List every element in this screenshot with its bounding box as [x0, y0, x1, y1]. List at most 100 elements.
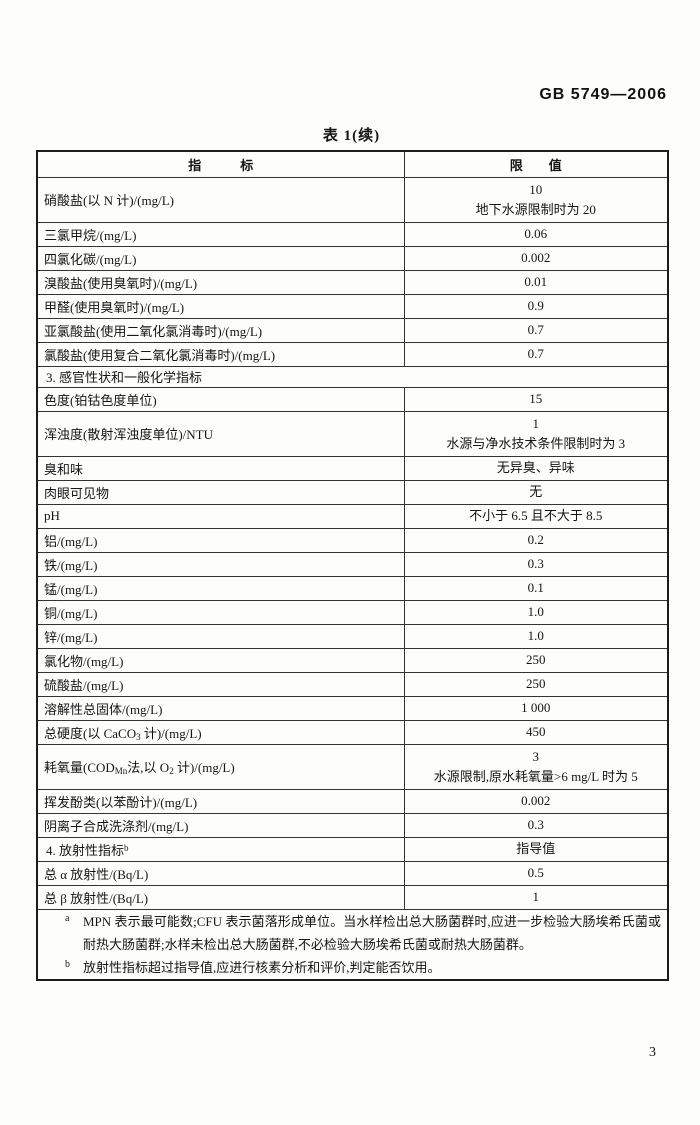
indicator-text: 法,以 O: [127, 760, 170, 775]
limit-cell: 无异臭、异味: [403, 455, 669, 481]
limit-cell: 0.1: [403, 575, 669, 601]
indicator-cell: 臭和味: [36, 455, 405, 481]
indicator-cell: 总硬度(以 CaCO3 计)/(mg/L): [36, 719, 405, 745]
limit-cell: 0.002: [403, 788, 669, 814]
indicator-text: 3: [136, 731, 141, 742]
limit-line: 水源限制,原水耗氧量>6 mg/L 时为 5: [433, 768, 638, 784]
table-row: 硝酸盐(以 N 计)/(mg/L) 10 地下水源限制时为 20: [36, 176, 669, 223]
table-row: 铝/(mg/L) 0.2: [36, 527, 669, 553]
limit-line: 0.002: [521, 250, 551, 265]
indicator-text: 计)/(mg/L): [140, 725, 202, 741]
footnote-marker: a: [65, 912, 70, 924]
limit-line: 1: [532, 889, 540, 904]
indicator-text: 臭和味: [44, 461, 84, 477]
indicator-text: 总硬度(以 CaCO: [44, 725, 137, 741]
limit-line: 15: [529, 391, 543, 406]
table-row: 溶解性总固体/(mg/L) 1 000: [36, 695, 669, 721]
indicator-cell: 铁/(mg/L): [36, 551, 405, 577]
limit-line: 无: [529, 484, 543, 499]
indicator-cell: 铝/(mg/L): [36, 527, 405, 553]
table-row: 铁/(mg/L) 0.3: [36, 551, 669, 577]
indicator-text: 氯化物/(mg/L): [44, 653, 124, 669]
footnote-marker: b: [65, 958, 70, 970]
standard-code: GB 5749—2006: [539, 86, 667, 103]
limit-cell: 0.7: [403, 341, 669, 367]
indicator-cell: 四氯化碳/(mg/L): [36, 245, 405, 271]
indicator-text: 3. 感官性状和一般化学指标: [46, 370, 203, 385]
column-header-indicator: 指 标: [36, 150, 405, 178]
limit-cell: 450: [403, 719, 669, 745]
indicator-text: 色度(铂钴色度单位): [44, 392, 157, 408]
indicator-cell: 氯化物/(mg/L): [36, 647, 405, 673]
limit-cell: 0.5: [403, 860, 669, 886]
indicator-text: 耗氧量(COD: [44, 760, 115, 775]
limit-cell: 0.9: [403, 293, 669, 319]
limit-cell: 3 水源限制,原水耗氧量>6 mg/L 时为 5: [403, 743, 669, 790]
limit-line: 0.7: [527, 346, 544, 361]
limit-cell: 250: [403, 647, 669, 673]
table-row: 肉眼可见物 无: [36, 479, 669, 505]
indicator-text: 铝/(mg/L): [44, 533, 98, 549]
indicator-text: 浑浊度(散射浑浊度单位)/NTU: [44, 427, 213, 442]
indicator-cell: 亚氯酸盐(使用二氧化氯消毒时)/(mg/L): [36, 317, 405, 343]
limit-line: 1: [532, 415, 540, 431]
footnotes-cell: a MPN 表示最可能数;CFU 表示菌落形成单位。当水样检出总大肠菌群时,应进一…: [36, 908, 669, 980]
indicator-text: 溶解性总固体/(mg/L): [44, 701, 163, 717]
limit-line: 地下水源限制时为 20: [475, 201, 596, 217]
limit-cell: 1: [403, 884, 669, 910]
indicator-cell: 锌/(mg/L): [36, 623, 405, 649]
limit-cell: 250: [403, 671, 669, 697]
limit-line: 1 000: [521, 700, 551, 715]
table-row: 挥发酚类(以苯酚计)/(mg/L) 0.002: [36, 788, 669, 814]
indicator-cell: 硫酸盐/(mg/L): [36, 671, 405, 697]
limit-line: 不小于 6.5 且不大于 8.5: [469, 508, 603, 523]
limit-line: 0.9: [527, 298, 544, 313]
indicator-text: 溴酸盐(使用臭氧时)/(mg/L): [44, 275, 198, 291]
table-row: 溴酸盐(使用臭氧时)/(mg/L) 0.01: [36, 269, 669, 295]
indicator-text: 计)/(mg/L): [173, 760, 235, 775]
footnote: a MPN 表示最可能数;CFU 表示菌落形成单位。当水样检出总大肠菌群时,应进一…: [44, 910, 661, 956]
indicator-text: 锰/(mg/L): [44, 581, 98, 597]
indicator-cell: 3. 感官性状和一般化学指标: [36, 365, 669, 388]
limit-line: 10: [529, 181, 543, 197]
indicator-text: 铁/(mg/L): [44, 557, 98, 573]
indicator-cell: 4. 放射性指标b: [36, 836, 405, 862]
table-row: 总硬度(以 CaCO3 计)/(mg/L) 450: [36, 719, 669, 745]
indicator-cell: 三氯甲烷/(mg/L): [36, 221, 405, 247]
table-row: 甲醛(使用臭氧时)/(mg/L) 0.9: [36, 293, 669, 319]
limit-line: 250: [526, 652, 546, 667]
table-footer: a MPN 表示最可能数;CFU 表示菌落形成单位。当水样检出总大肠菌群时,应进一…: [36, 908, 669, 980]
limit-cell: 1 000: [403, 695, 669, 721]
header-row: 指 标 限 值: [36, 150, 669, 178]
table-row: 四氯化碳/(mg/L) 0.002: [36, 245, 669, 271]
indicator-text: b: [124, 842, 129, 853]
limit-cell: 1.0: [403, 623, 669, 649]
limit-cell: 0.002: [403, 245, 669, 271]
limit-cell: 0.2: [403, 527, 669, 553]
limit-line: 0.3: [527, 556, 544, 571]
limit-cell: 0.06: [403, 221, 669, 247]
limit-cell: 不小于 6.5 且不大于 8.5: [403, 503, 669, 529]
indicator-cell: 总 α 放射性/(Bq/L): [36, 860, 405, 886]
limit-line: 0.06: [524, 226, 548, 241]
footnote: b 放射性指标超过指导值,应进行核素分析和评价,判定能否饮用。: [44, 956, 661, 979]
table-row: 总 β 放射性/(Bq/L) 1: [36, 884, 669, 910]
footnote-text: MPN 表示最可能数;CFU 表示菌落形成单位。当水样检出总大肠菌群时,应进一步…: [83, 913, 661, 952]
indicator-text: 亚氯酸盐(使用二氧化氯消毒时)/(mg/L): [44, 323, 263, 339]
table-row: 氯酸盐(使用复合二氧化氯消毒时)/(mg/L) 0.7: [36, 341, 669, 367]
indicator-cell: 浑浊度(散射浑浊度单位)/NTU: [36, 410, 405, 457]
indicator-text: 氯酸盐(使用复合二氧化氯消毒时)/(mg/L): [44, 347, 276, 363]
indicator-cell: 色度(铂钴色度单位): [36, 386, 405, 412]
limit-cell: 无: [403, 479, 669, 505]
indicator-cell: 肉眼可见物: [36, 479, 405, 505]
limit-line: 指导值: [516, 841, 556, 856]
column-header-limit: 限 值: [403, 150, 669, 178]
indicator-cell: 硝酸盐(以 N 计)/(mg/L): [36, 176, 405, 223]
table-row: 锌/(mg/L) 1.0: [36, 623, 669, 649]
footnotes-row: a MPN 表示最可能数;CFU 表示菌落形成单位。当水样检出总大肠菌群时,应进一…: [36, 908, 669, 980]
water-quality-table-body: 硝酸盐(以 N 计)/(mg/L) 10 地下水源限制时为 20 三氯甲烷/(mg/L…: [36, 176, 669, 910]
indicator-text: 锌/(mg/L): [44, 629, 98, 645]
indicator-text: 铜/(mg/L): [44, 605, 98, 621]
limit-line: 0.1: [527, 580, 544, 595]
